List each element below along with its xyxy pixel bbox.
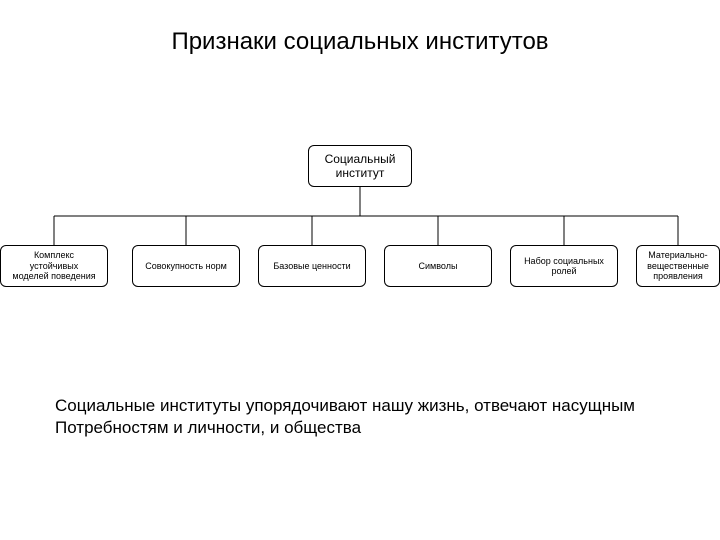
child-node-0: Комплексустойчивыхмоделей поведения bbox=[0, 245, 108, 287]
child-node-label: Символы bbox=[419, 261, 458, 271]
child-node-label: Совокупность норм bbox=[145, 261, 227, 271]
child-node-4: Набор социальныхролей bbox=[510, 245, 618, 287]
child-node-5: Материально-вещественныепроявления bbox=[636, 245, 720, 287]
child-node-label: Материально-вещественныепроявления bbox=[647, 250, 709, 281]
caption-line-2: Потребностям и личности, и общества bbox=[55, 417, 635, 439]
child-node-2: Базовые ценности bbox=[258, 245, 366, 287]
child-node-label: Набор социальныхролей bbox=[524, 256, 604, 277]
caption-text: Социальные институты упорядочивают нашу … bbox=[55, 395, 635, 439]
child-node-1: Совокупность норм bbox=[132, 245, 240, 287]
child-node-label: Комплексустойчивыхмоделей поведения bbox=[12, 250, 95, 281]
root-node: Социальныйинститут bbox=[308, 145, 412, 187]
page-title: Признаки социальных институтов bbox=[0, 28, 720, 56]
child-node-3: Символы bbox=[384, 245, 492, 287]
child-node-label: Базовые ценности bbox=[273, 261, 350, 271]
root-node-label: Социальныйинститут bbox=[325, 152, 396, 181]
caption-line-1: Социальные институты упорядочивают нашу … bbox=[55, 395, 635, 417]
